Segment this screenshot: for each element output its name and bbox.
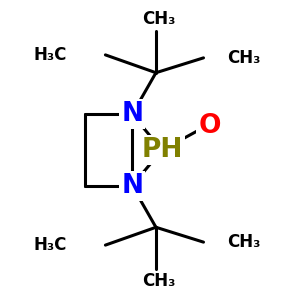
Text: PH: PH — [141, 137, 183, 163]
Text: N: N — [121, 173, 143, 199]
Text: CH₃: CH₃ — [227, 233, 261, 251]
Text: CH₃: CH₃ — [142, 272, 176, 290]
Text: N: N — [121, 101, 143, 127]
Text: H₃C: H₃C — [33, 46, 67, 64]
Text: H₃C: H₃C — [33, 236, 67, 254]
Text: CH₃: CH₃ — [142, 10, 176, 28]
Text: O: O — [198, 113, 221, 139]
Text: CH₃: CH₃ — [227, 49, 261, 67]
